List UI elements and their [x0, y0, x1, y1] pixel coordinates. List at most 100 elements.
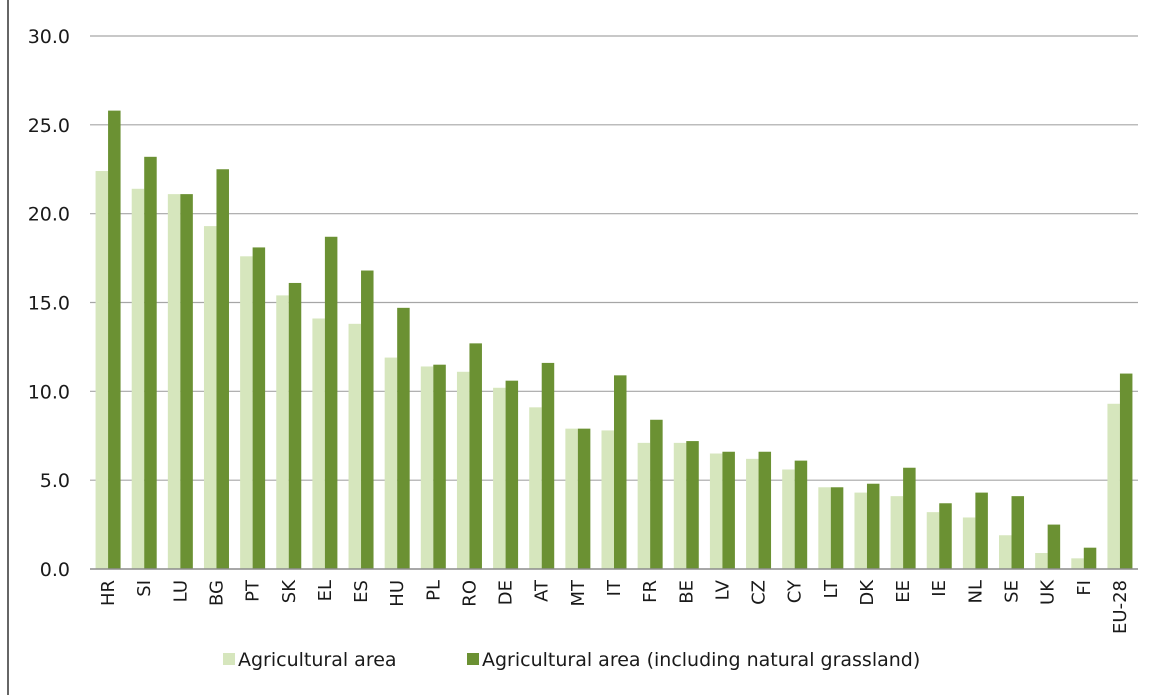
bar-se-series-0	[999, 535, 1012, 569]
x-tick-label-cz: CZ	[749, 580, 770, 605]
bar-hu-series-1	[397, 307, 410, 569]
bar-hr-series-0	[95, 171, 109, 569]
bar-sk-series-0	[276, 295, 289, 569]
x-tick-label-mt: MT	[568, 579, 589, 607]
x-tick-label-cy: CY	[785, 579, 806, 603]
bar-eu-28-series-0	[1107, 403, 1120, 569]
bar-at-series-1	[541, 362, 555, 569]
bar-nl-series-0	[962, 517, 976, 569]
bar-it-series-0	[601, 430, 614, 569]
bar-be-series-0	[673, 442, 687, 569]
bar-ee-series-1	[903, 467, 916, 569]
bar-hr-series-1	[108, 110, 121, 570]
x-tick-label-lu: LU	[170, 580, 191, 602]
bar-lt-series-1	[830, 487, 844, 569]
bar-es-series-1	[361, 270, 374, 569]
y-tick-label-0: 0.0	[40, 559, 70, 581]
y-tick-label-5: 25.0	[28, 115, 70, 137]
x-tick-label-it: IT	[604, 579, 625, 596]
x-tick-label-es: ES	[351, 580, 372, 603]
x-tick-label-fr: FR	[640, 580, 661, 603]
bar-el-series-1	[324, 236, 338, 569]
y-tick-label-2: 10.0	[28, 381, 70, 403]
bar-lu-series-1	[180, 194, 193, 569]
bar-ie-series-1	[939, 503, 952, 569]
x-tick-label-eu-28: EU-28	[1110, 580, 1131, 634]
legend: Agricultural area Agricultural area (inc…	[223, 649, 920, 671]
bar-it-series-1	[614, 375, 627, 569]
bar-fr-series-1	[650, 419, 663, 569]
bar-pl-series-0	[420, 366, 434, 569]
legend-label-agricultural-area: Agricultural area	[238, 649, 397, 671]
legend-swatch-agricultural-area	[223, 653, 235, 665]
x-tick-label-at: AT	[532, 579, 553, 602]
bar-lu-series-0	[167, 194, 181, 569]
bar-si-series-0	[131, 188, 145, 569]
bar-bg-series-1	[216, 169, 229, 569]
bar-uk-series-0	[1035, 553, 1048, 569]
x-tick-label-be: BE	[676, 580, 697, 604]
bar-be-series-1	[686, 441, 699, 569]
x-tick-label-ro: RO	[459, 580, 480, 607]
bar-hu-series-0	[384, 357, 398, 569]
y-tick-label-6: 30.0	[28, 26, 70, 48]
x-tick-label-pt: PT	[243, 579, 264, 602]
x-tick-label-ee: EE	[893, 580, 914, 603]
x-tick-label-de: DE	[496, 580, 517, 605]
bar-ie-series-0	[926, 512, 940, 569]
bar-fi-series-1	[1083, 547, 1097, 569]
x-tick-label-el: EL	[315, 580, 336, 601]
bar-cy-series-1	[794, 460, 808, 569]
x-tick-label-sk: SK	[279, 579, 300, 603]
bar-ro-series-1	[469, 343, 482, 569]
y-tick-label-1: 5.0	[40, 470, 70, 492]
x-tick-label-dk: DK	[857, 579, 878, 606]
x-tick-label-pl: PL	[423, 580, 444, 601]
bar-pt-series-1	[252, 247, 266, 569]
bar-ee-series-0	[890, 496, 904, 569]
x-tick-label-nl: NL	[965, 580, 986, 604]
bar-at-series-0	[529, 407, 542, 569]
bar-cy-series-0	[782, 469, 795, 569]
x-tick-label-bg: BG	[206, 580, 227, 606]
x-tick-label-ie: IE	[929, 580, 950, 597]
bar-fi-series-0	[1071, 558, 1084, 569]
bar-lt-series-0	[818, 487, 831, 569]
bar-se-series-1	[1011, 496, 1025, 569]
bar-bg-series-0	[203, 226, 217, 569]
bar-cz-series-1	[758, 451, 772, 569]
bar-lv-series-1	[722, 451, 735, 569]
bar-dk-series-0	[854, 492, 867, 569]
x-tick-label-uk: UK	[1038, 579, 1059, 605]
x-tick-label-lv: LV	[712, 579, 733, 600]
bar-fr-series-0	[637, 442, 651, 569]
bar-es-series-0	[348, 323, 362, 569]
x-tick-label-lt: LT	[821, 579, 842, 599]
x-tick-label-hr: HR	[98, 580, 119, 606]
bar-nl-series-1	[975, 492, 988, 569]
y-tick-label-4: 20.0	[28, 204, 70, 226]
bar-dk-series-1	[866, 483, 880, 569]
bar-cz-series-0	[746, 458, 759, 569]
x-axis-tick-labels: HR SI LU BG PT SK EL ES HU PL RO DE AT MT IT FR BE LV CZ CY…	[98, 579, 1131, 634]
bar-pt-series-0	[240, 256, 253, 569]
bar-de-series-0	[493, 387, 506, 569]
x-tick-label-hu: HU	[387, 580, 408, 607]
x-tick-label-si: SI	[134, 580, 155, 597]
bar-si-series-1	[144, 156, 157, 569]
legend-label-including-natural-grassland: Agricultural area (including natural gra…	[482, 649, 920, 671]
x-tick-label-se: SE	[1002, 580, 1023, 603]
y-tick-label-3: 15.0	[28, 293, 70, 315]
bar-sk-series-1	[288, 282, 302, 569]
y-axis-tick-labels: 0.0 5.0 10.0 15.0 20.0 25.0 30.0	[28, 26, 70, 581]
bar-mt-series-1	[577, 428, 591, 569]
bar-mt-series-0	[565, 428, 578, 569]
bar-el-series-0	[312, 318, 325, 569]
bar-de-series-1	[505, 380, 519, 569]
bar-ro-series-0	[456, 371, 470, 569]
bar-uk-series-1	[1047, 524, 1061, 569]
bar-eu-28-series-1	[1119, 373, 1133, 569]
bar-pl-series-1	[433, 364, 446, 569]
legend-swatch-including-natural-grassland	[467, 653, 479, 665]
